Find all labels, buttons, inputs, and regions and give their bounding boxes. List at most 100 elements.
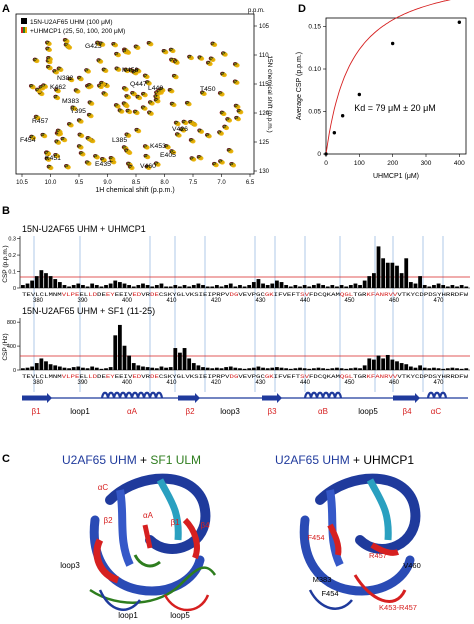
csp-bar [122, 345, 127, 370]
sequence-residue: P [221, 373, 226, 380]
csp-bar [141, 366, 145, 370]
sequence-residue: M [48, 291, 53, 298]
structure-label: loop3 [60, 561, 80, 570]
left-structure-labels: αC β2 αA β1 β4 loop3 loop1 loop5 [60, 483, 210, 620]
nmr-peak-reference [99, 80, 103, 85]
structure-label: αC [98, 483, 109, 492]
legend-titration: +UHMCP1 (25, 50, 100, 200 μM) [30, 28, 125, 35]
nmr-peak-reference [127, 164, 132, 168]
csp-bar [390, 262, 395, 288]
csp-bar [53, 279, 58, 288]
nmr-peak-reference [56, 66, 61, 70]
sequence-residue: D [419, 291, 424, 298]
nmr-peak-reference [200, 90, 204, 94]
nmr-peak [189, 121, 195, 126]
sequence-residue: V [128, 291, 133, 298]
csp-bar [219, 286, 224, 288]
sequence-residue: W [464, 291, 469, 298]
nmr-peak [123, 50, 130, 55]
sequence-residue: R [216, 291, 221, 298]
nmr-peak-reference [77, 132, 82, 136]
csp-bar [85, 286, 90, 288]
csp-bar [427, 368, 432, 370]
nmr-peak [210, 57, 216, 62]
csp-bar [413, 283, 418, 288]
nmr-peak-reference [188, 119, 192, 124]
sequence-residue: Q [322, 373, 327, 380]
csp-bar [279, 367, 284, 370]
sequence-residue: P [212, 291, 217, 298]
sequence-residue: G [234, 291, 239, 298]
sequence-residue: E [154, 291, 159, 298]
nmr-peak-reference [76, 118, 81, 122]
ss-label: β1 [31, 407, 41, 416]
nmr-peak [155, 162, 161, 167]
nmr-peak-reference [113, 103, 118, 107]
csp-bar [187, 358, 192, 370]
nmr-peak-reference [87, 100, 92, 104]
sequence-residue: K [168, 291, 173, 298]
nmr-peak-reference [140, 105, 145, 109]
sequence-residue: C [40, 373, 45, 380]
b-bottom-y-tick-label: 800 [7, 320, 16, 326]
nmr-peak-reference [52, 69, 57, 73]
csp-bar [104, 368, 108, 370]
d-y-tick-label: 0 [317, 151, 321, 158]
csp-bar [330, 368, 335, 370]
nmr-peak [131, 92, 137, 97]
sequence-residue: C [260, 291, 265, 298]
csp-bar [441, 368, 446, 370]
sequence-residue: A [375, 373, 380, 380]
csp-bar [141, 283, 145, 288]
b-bottom-y-ticks: 0 400 800 [7, 320, 20, 374]
csp-bar [284, 368, 289, 370]
csp-bar [238, 368, 242, 370]
sequence-residue: L [84, 373, 89, 380]
csp-bar [182, 348, 187, 370]
nmr-peak [135, 45, 141, 50]
csp-bar [450, 285, 455, 288]
sequence-residue: L [181, 291, 186, 298]
d-x-tick-label: 200 [387, 160, 398, 167]
nmr-peak-reference [188, 138, 193, 142]
csp-bar [459, 368, 464, 370]
csp-bar [325, 368, 330, 370]
b-bottom-y-tick-label: 400 [7, 344, 16, 350]
sequence-residue: T [353, 291, 358, 298]
csp-bar [445, 368, 450, 370]
sequence-residue: H [442, 373, 447, 380]
a-x-tick-label: 10.0 [45, 180, 57, 186]
csp-bar [418, 365, 422, 370]
sequence-residue: V [31, 373, 36, 380]
nmr-peak-labels: G423 N456 N382 Q447 K462 L449 T450 M383 R457 Y395… [20, 43, 216, 170]
sequence-residue: C [415, 373, 420, 380]
sequence-residue: Y [437, 373, 442, 380]
sequence-residue: V [247, 373, 252, 380]
sequence-residue: T [353, 373, 358, 380]
csp-bar [242, 286, 247, 288]
structure-label: F454 [307, 533, 324, 542]
sequence-residue: D [150, 291, 155, 298]
b-top-y-tick-label: 0 [13, 286, 16, 292]
binding-point [340, 114, 345, 118]
nmr-peak [55, 140, 62, 145]
nmr-peak-reference [154, 161, 158, 165]
binding-fit-curve [325, 0, 451, 155]
csp-bar [159, 366, 164, 370]
csp-bar [251, 367, 256, 370]
sequence-residue: L [44, 373, 49, 380]
sequence-residue: L [84, 291, 89, 298]
csp-bar [367, 358, 372, 370]
nmr-peak-reference [122, 48, 127, 53]
sequence-residue: R [362, 291, 367, 298]
csp-bar [367, 276, 372, 288]
nmr-peak-reference [142, 73, 147, 77]
nmr-peak [163, 50, 169, 55]
nmr-peak [142, 93, 148, 98]
csp-bar [261, 367, 265, 370]
sequence-residue: L [88, 373, 93, 380]
residue-number: 400 [122, 380, 133, 386]
csp-bar [455, 368, 459, 370]
sequence-residue: T [296, 373, 301, 380]
csp-bar [279, 282, 284, 288]
